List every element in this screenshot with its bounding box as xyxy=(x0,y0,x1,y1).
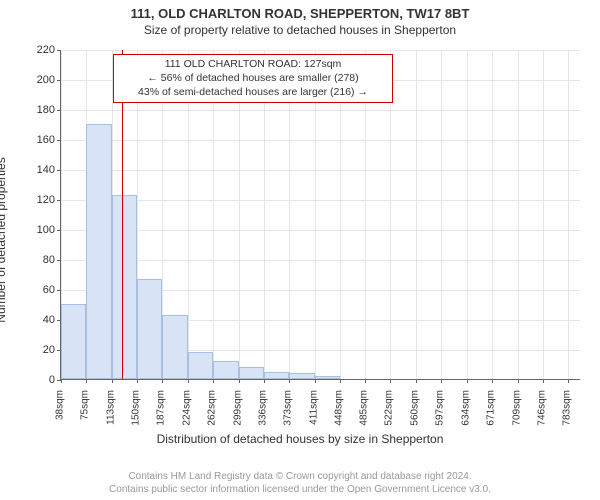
xtick-mark xyxy=(568,379,569,383)
xtick-mark xyxy=(390,379,391,383)
xtick-label: 522sqm xyxy=(384,390,395,426)
gridline-v xyxy=(518,50,519,379)
gridline-v xyxy=(467,50,468,379)
xtick-mark xyxy=(543,379,544,383)
x-axis-title: Distribution of detached houses by size … xyxy=(0,432,600,446)
gridline-v xyxy=(543,50,544,379)
xtick-label: 709sqm xyxy=(511,390,522,426)
xtick-label: 150sqm xyxy=(131,390,142,426)
xtick-label: 262sqm xyxy=(207,390,218,426)
histogram-bar xyxy=(61,304,86,379)
histogram-bar xyxy=(264,372,289,380)
histogram-bar xyxy=(137,279,162,380)
xtick-label: 224sqm xyxy=(181,390,192,426)
xtick-mark xyxy=(365,379,366,383)
xtick-mark xyxy=(239,379,240,383)
ytick-label: 120 xyxy=(15,194,55,206)
histogram-bar xyxy=(112,195,137,380)
ytick-label: 160 xyxy=(15,134,55,146)
xtick-label: 113sqm xyxy=(106,390,117,425)
ytick-label: 220 xyxy=(15,44,55,56)
xtick-mark xyxy=(467,379,468,383)
gridline-h xyxy=(61,140,580,141)
plot-area: 111 OLD CHARLTON ROAD: 127sqm ← 56% of d… xyxy=(60,50,580,380)
xtick-label: 38sqm xyxy=(55,390,66,420)
ytick-label: 180 xyxy=(15,104,55,116)
annotation-box: 111 OLD CHARLTON ROAD: 127sqm ← 56% of d… xyxy=(113,54,393,103)
footer-line-2: Contains public sector information licen… xyxy=(0,483,600,496)
ytick-label: 60 xyxy=(15,284,55,296)
ytick-label: 200 xyxy=(15,74,55,86)
xtick-label: 746sqm xyxy=(536,390,547,426)
gridline-v xyxy=(568,50,569,379)
ytick-label: 80 xyxy=(15,254,55,266)
xtick-mark xyxy=(264,379,265,383)
gridline-h xyxy=(61,230,580,231)
xtick-label: 373sqm xyxy=(283,390,294,426)
annotation-line-2: ← 56% of detached houses are smaller (27… xyxy=(120,71,386,85)
xtick-label: 634sqm xyxy=(460,390,471,426)
ytick-label: 40 xyxy=(15,314,55,326)
xtick-mark xyxy=(340,379,341,383)
xtick-mark xyxy=(86,379,87,383)
gridline-v xyxy=(492,50,493,379)
xtick-mark xyxy=(518,379,519,383)
page-title: 111, OLD CHARLTON ROAD, SHEPPERTON, TW17… xyxy=(0,6,600,21)
gridline-h xyxy=(61,260,580,261)
xtick-label: 411sqm xyxy=(308,390,319,425)
xtick-label: 75sqm xyxy=(80,390,91,420)
xtick-mark xyxy=(213,379,214,383)
histogram-bar xyxy=(289,373,315,379)
xtick-mark xyxy=(416,379,417,383)
xtick-mark xyxy=(492,379,493,383)
ytick-label: 20 xyxy=(15,344,55,356)
xtick-mark xyxy=(61,379,62,383)
xtick-label: 560sqm xyxy=(410,390,421,426)
gridline-h xyxy=(61,50,580,51)
gridline-h xyxy=(61,170,580,171)
histogram-bar xyxy=(86,124,112,379)
xtick-label: 671sqm xyxy=(485,390,496,426)
ytick-label: 0 xyxy=(15,374,55,386)
xtick-mark xyxy=(441,379,442,383)
gridline-h xyxy=(61,110,580,111)
gridline-v xyxy=(416,50,417,379)
xtick-mark xyxy=(289,379,290,383)
footer: Contains HM Land Registry data © Crown c… xyxy=(0,470,600,496)
page-subtitle: Size of property relative to detached ho… xyxy=(0,23,600,37)
xtick-label: 448sqm xyxy=(334,390,345,426)
ytick-label: 140 xyxy=(15,164,55,176)
chart-container: Number of detached properties 111 OLD CH… xyxy=(0,40,600,440)
xtick-mark xyxy=(188,379,189,383)
xtick-label: 336sqm xyxy=(257,390,268,426)
annotation-line-1: 111 OLD CHARLTON ROAD: 127sqm xyxy=(120,57,386,71)
gridline-v xyxy=(441,50,442,379)
xtick-label: 299sqm xyxy=(232,390,243,426)
xtick-label: 485sqm xyxy=(359,390,370,426)
histogram-bar xyxy=(239,367,264,379)
histogram-bar xyxy=(188,352,214,379)
footer-line-1: Contains HM Land Registry data © Crown c… xyxy=(0,470,600,483)
xtick-mark xyxy=(137,379,138,383)
annotation-line-3: 43% of semi-detached houses are larger (… xyxy=(120,85,386,99)
histogram-bar xyxy=(213,361,238,379)
xtick-mark xyxy=(315,379,316,383)
histogram-bar xyxy=(162,315,187,380)
xtick-label: 187sqm xyxy=(156,390,167,426)
y-axis-title: Number of detached properties xyxy=(0,157,8,322)
xtick-label: 783sqm xyxy=(562,390,573,426)
xtick-mark xyxy=(162,379,163,383)
histogram-bar xyxy=(315,376,340,379)
ytick-label: 100 xyxy=(15,224,55,236)
xtick-mark xyxy=(112,379,113,383)
gridline-h xyxy=(61,200,580,201)
xtick-label: 597sqm xyxy=(435,390,446,426)
